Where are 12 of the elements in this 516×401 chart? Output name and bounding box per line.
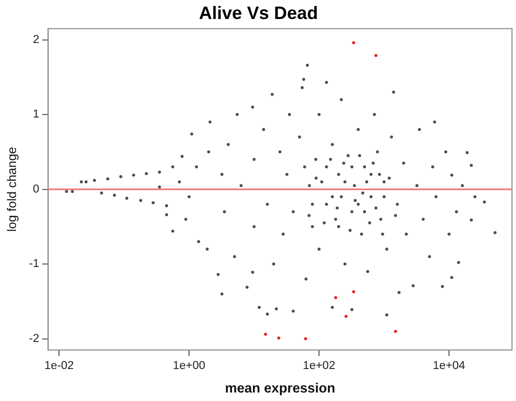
y-tick-label: 2 (32, 34, 40, 46)
y-tick-label: 0 (32, 183, 40, 196)
x-tick-label: 1e+00 (172, 360, 206, 372)
y-tick-label: -1 (28, 258, 40, 270)
x-tick-label: 1e+02 (302, 360, 336, 372)
y-tick-label: -2 (28, 332, 40, 345)
y-tick-label: 1 (32, 108, 40, 121)
x-tick-label: 1e+04 (432, 360, 466, 372)
y-axis-title: log fold change (4, 146, 19, 232)
x-tick-label: 1e-02 (44, 360, 74, 372)
x-axis-title: mean expression (224, 380, 336, 396)
chart-title: Alive Vs Dead (198, 2, 318, 23)
